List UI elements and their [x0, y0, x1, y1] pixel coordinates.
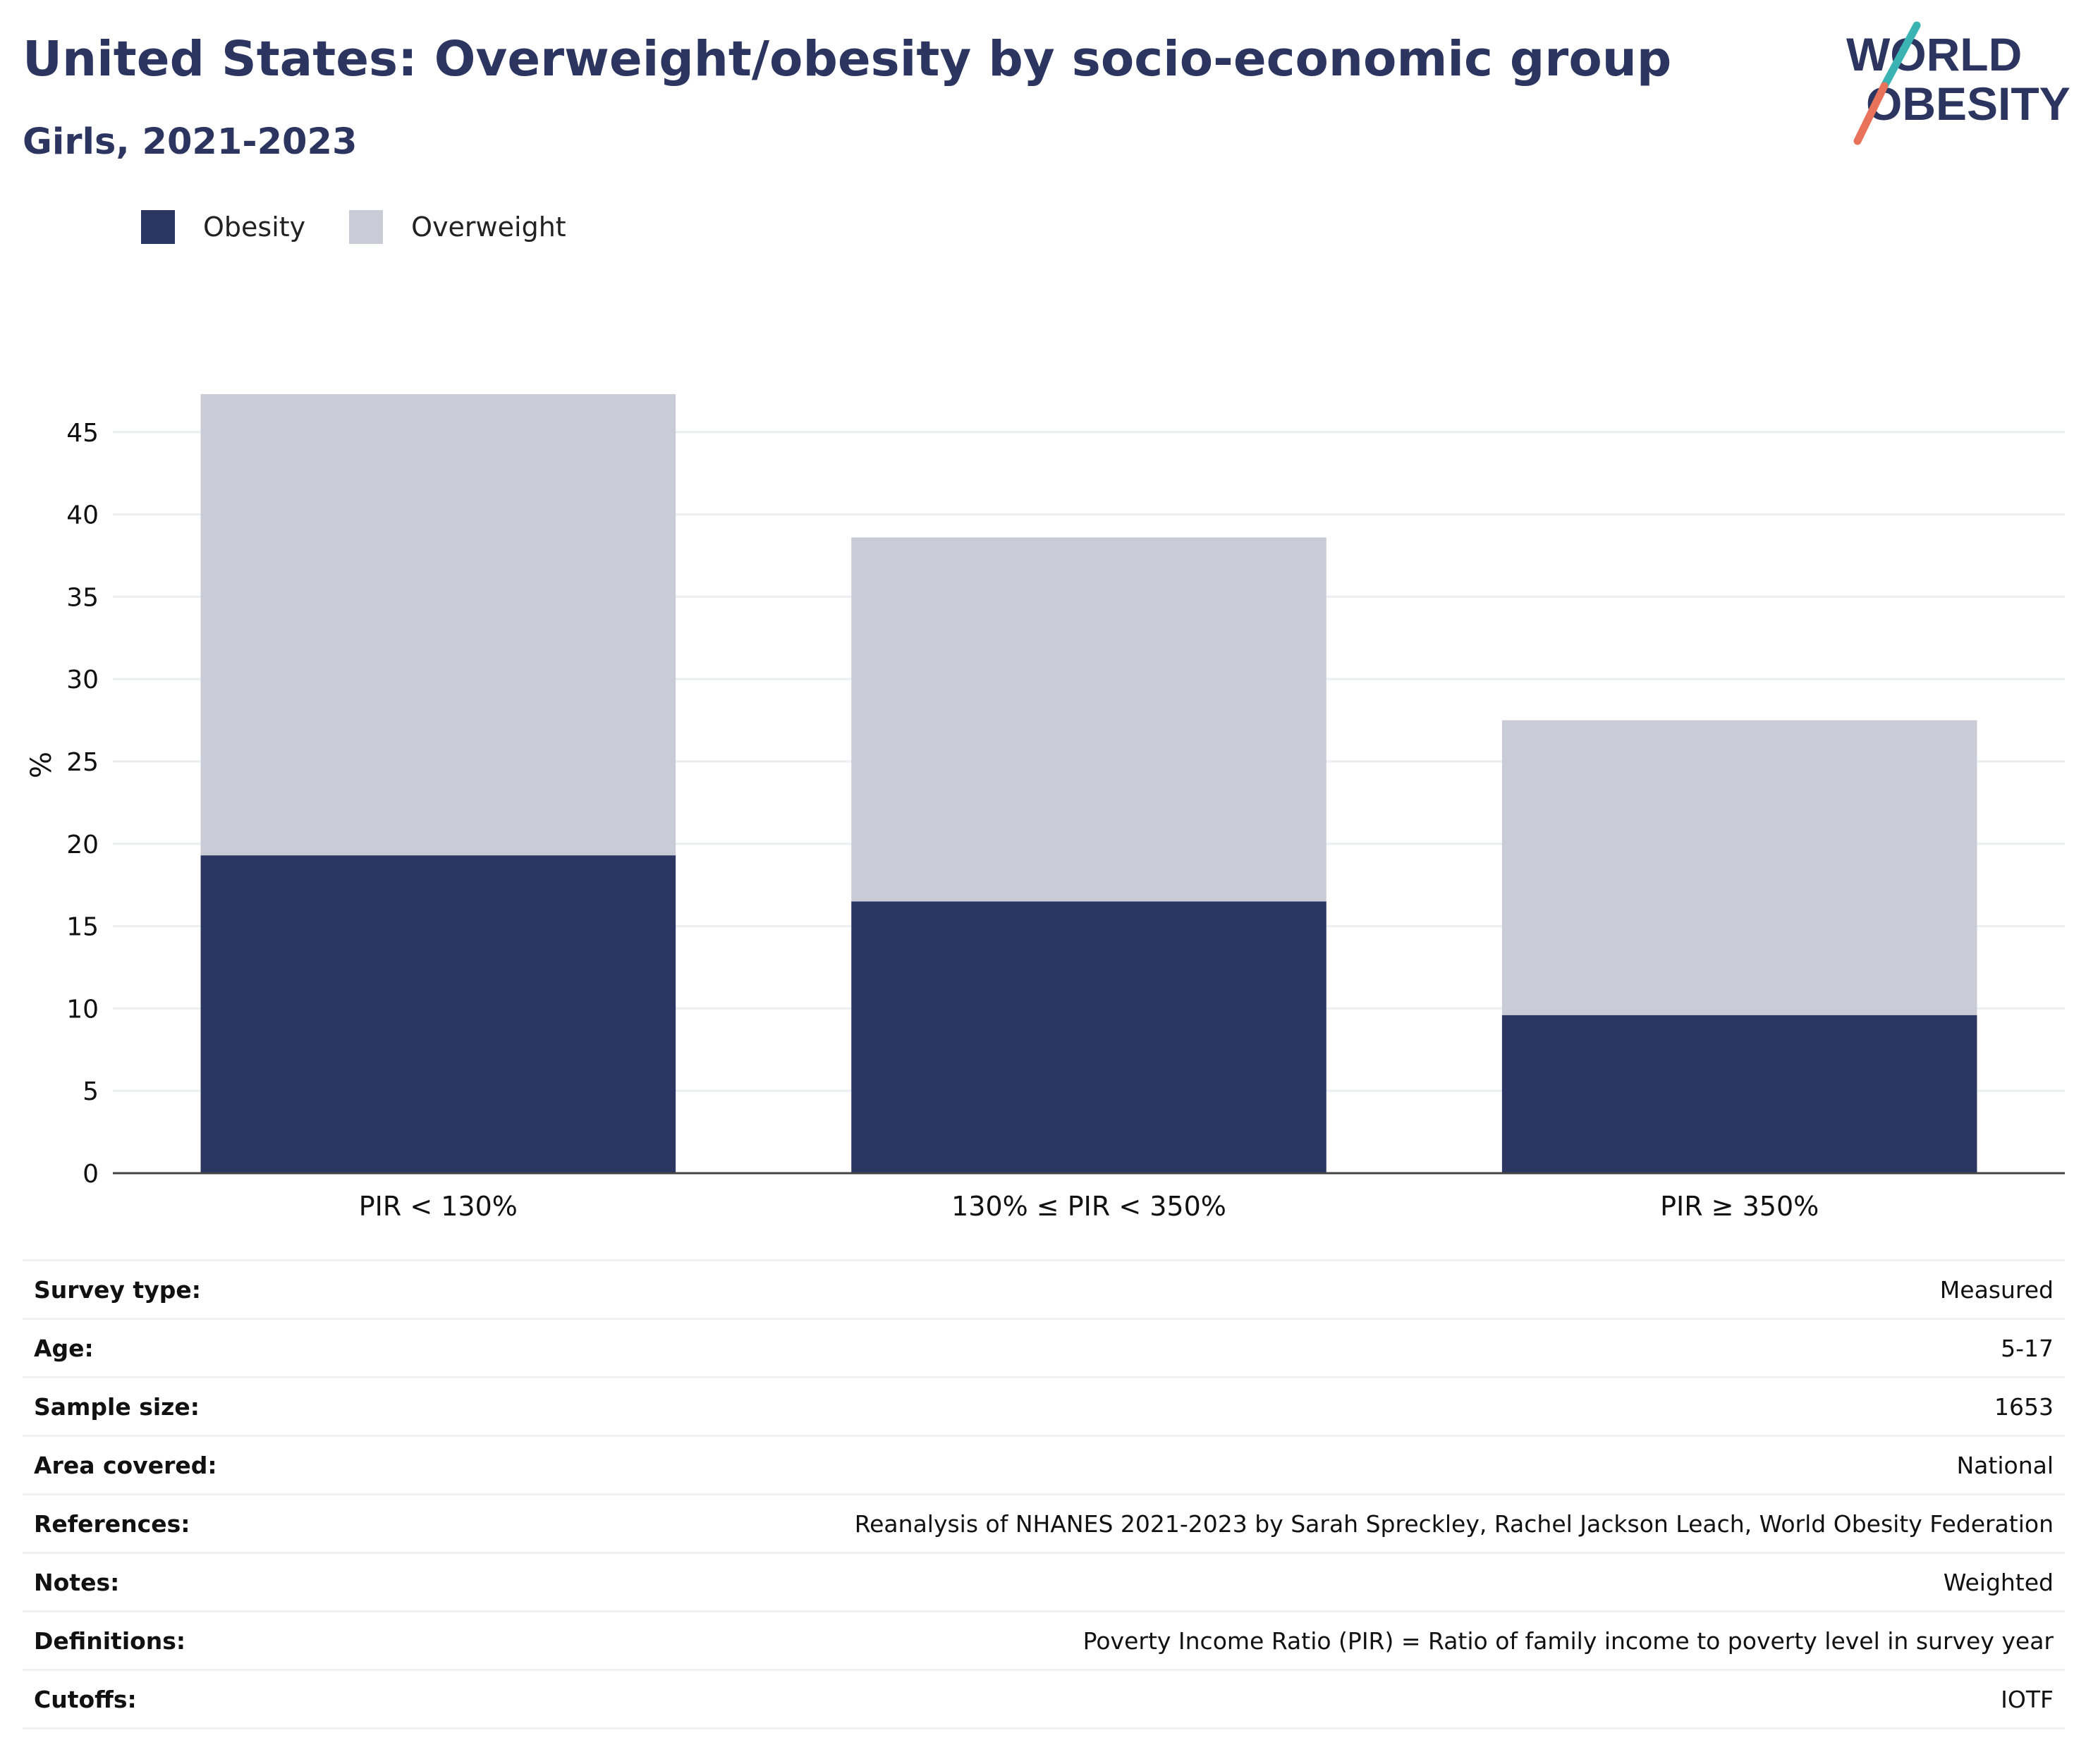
info-row: Area covered: National: [23, 1437, 2065, 1495]
legend-label-overweight: Overweight: [411, 212, 566, 243]
bar-obesity: [851, 901, 1326, 1173]
bar-obesity: [1501, 1015, 1977, 1173]
info-label: Cutoffs:: [34, 1685, 137, 1713]
bar-overweight: [851, 537, 1326, 902]
info-label: References:: [34, 1509, 190, 1538]
info-row: Survey type: Measured: [23, 1261, 2065, 1320]
y-tick-label: 0: [83, 1160, 99, 1189]
info-value: Poverty Income Ratio (PIR) = Ratio of fa…: [1082, 1627, 2054, 1655]
logo-line1: WORLD: [1846, 28, 2022, 80]
info-value: IOTF: [2001, 1685, 2054, 1713]
y-tick-label: 30: [66, 666, 99, 694]
info-label: Sample size:: [34, 1392, 200, 1421]
y-tick-label: 15: [66, 913, 99, 942]
chart-title: United States: Overweight/obesity by soc…: [23, 31, 1672, 87]
chart-subtitle: Girls, 2021-2023: [23, 121, 358, 163]
logo-line2: OBESITY: [1866, 78, 2070, 130]
x-tick-label: PIR < 130%: [359, 1191, 518, 1222]
info-label: Area covered:: [34, 1451, 217, 1479]
info-row: Definitions: Poverty Income Ratio (PIR) =…: [23, 1612, 2065, 1671]
info-row: References: Reanalysis of NHANES 2021-202…: [23, 1495, 2065, 1554]
legend-swatch-overweight: [349, 210, 384, 244]
y-tick-label: 45: [66, 419, 99, 448]
info-label: Definitions:: [34, 1627, 186, 1655]
bar-overweight: [200, 394, 676, 856]
y-tick-label: 5: [83, 1077, 99, 1106]
info-row: Notes: Weighted: [23, 1554, 2065, 1612]
info-value: National: [1956, 1451, 2054, 1479]
legend-swatch-obesity: [141, 210, 175, 244]
y-tick-label: 40: [66, 501, 99, 530]
legend: Obesity Overweight: [141, 210, 610, 244]
stacked-bar-chart: 0 5 10 15 20 25 30 35 40 45% PIR < 130% 130% ≤ PIR …: [25, 394, 2065, 1222]
info-row: Sample size: 1653: [23, 1378, 2065, 1437]
info-value: 5-17: [2001, 1334, 2054, 1362]
x-tick-label: PIR ≥ 350%: [1660, 1191, 1819, 1222]
world-obesity-logo: WORLD OBESITY: [1846, 21, 2070, 145]
info-label: Notes:: [34, 1568, 120, 1596]
y-tick-label: 25: [66, 748, 99, 777]
y-axis-label: %: [25, 752, 58, 778]
bar-overweight: [1501, 720, 1977, 1015]
logo-teal-slash: [1880, 21, 1921, 90]
info-row: Cutoffs: IOTF: [23, 1671, 2065, 1729]
y-tick-label: 35: [66, 583, 99, 612]
legend-label-obesity: Obesity: [203, 212, 306, 243]
bar-obesity: [200, 855, 676, 1173]
x-tick-label: 130% ≤ PIR < 350%: [951, 1191, 1226, 1222]
info-label: Survey type:: [34, 1275, 201, 1304]
info-value: 1653: [1994, 1392, 2054, 1421]
logo-coral-slash: [1853, 82, 1889, 145]
y-tick-label: 20: [66, 831, 99, 859]
info-table: Survey type: Measured Age: 5-17 Sample size:…: [23, 1259, 2065, 1729]
info-value: Weighted: [1943, 1568, 2054, 1596]
y-tick-label: 10: [66, 995, 99, 1024]
info-value: Measured: [1939, 1275, 2054, 1304]
info-row: Age: 5-17: [23, 1320, 2065, 1378]
info-value: Reanalysis of NHANES 2021-2023 by Sarah …: [854, 1509, 2054, 1538]
info-label: Age:: [34, 1334, 94, 1362]
